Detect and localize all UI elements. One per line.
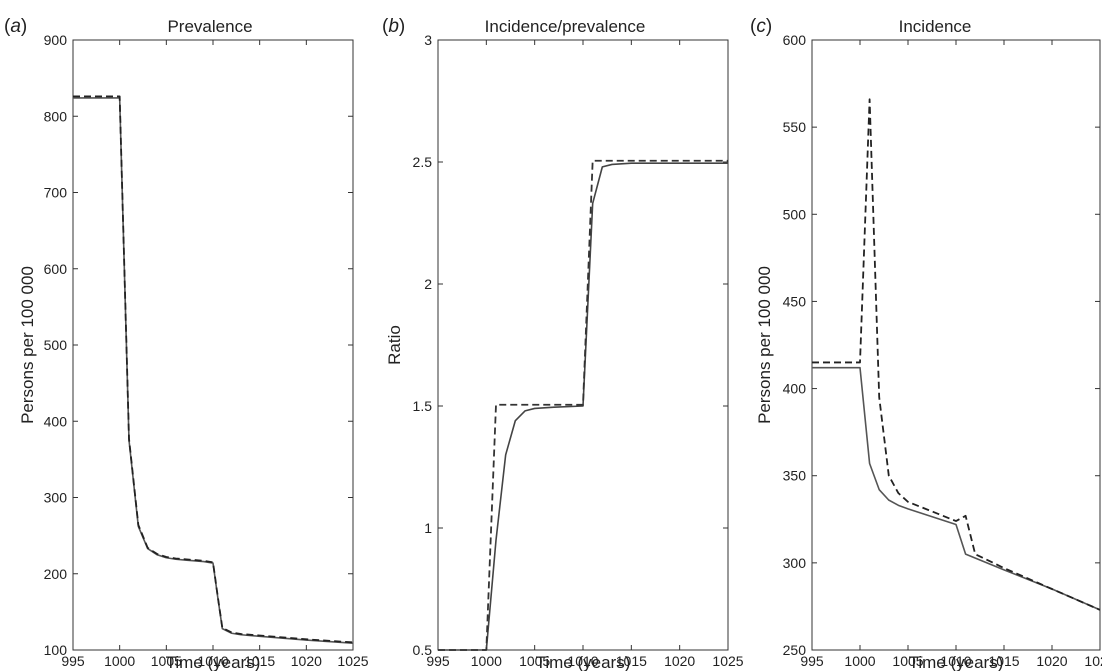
panel-a-x-tick-label: 995 — [61, 653, 85, 669]
panel-c-y-tick-label: 500 — [783, 206, 807, 222]
panel-a-y-tick-label: 700 — [44, 185, 68, 201]
panel-b-plot-frame — [437, 39, 729, 651]
panel-b-y-tick-label: 1 — [424, 520, 432, 536]
panel-a-y-tick-label: 200 — [44, 566, 68, 582]
panel-b-x-tick-label: 1015 — [616, 653, 647, 669]
panel-a-series-line-solid — [73, 97, 354, 644]
panel-b-y-tick-label: 3 — [424, 32, 432, 48]
panel-b-y-axis-label: Ratio — [385, 325, 404, 365]
panel-b-x-tick-label: 1000 — [471, 653, 502, 669]
panel-a-series — [73, 95, 354, 644]
panel-b-y-tick-label: 0.5 — [413, 642, 433, 658]
panel-c-y-tick-label: 550 — [783, 119, 807, 135]
panel-a-y-tick-label: 300 — [44, 490, 68, 506]
panel-c-series-line-dashed — [812, 98, 1101, 611]
panel-c-y-tick-label: 350 — [783, 468, 807, 484]
panel-c-x-tick-label: 1025 — [1084, 653, 1102, 669]
panel-a-y-tick-label: 100 — [44, 642, 68, 658]
panel-a-y-tick-label: 500 — [44, 337, 68, 353]
panel-b-y-tick-label: 2 — [424, 276, 432, 292]
panel-c-y-tick-label: 300 — [783, 555, 807, 571]
panel-a-x-tick-label: 1005 — [151, 653, 182, 669]
panel-b-x-tick-label: 1010 — [567, 653, 598, 669]
panel-c: (c) Incidence Persons per 100 000 Time (… — [750, 16, 1102, 671]
panel-c-x-tick-label: 1015 — [988, 653, 1019, 669]
panel-a-series-line-dashed — [73, 95, 354, 644]
panel-c-title: Incidence — [899, 17, 972, 36]
panel-c-y-tick-label: 600 — [783, 32, 807, 48]
panel-a-title: Prevalence — [167, 17, 252, 36]
panel-b: (b) Incidence/prevalence Ratio Time (yea… — [382, 16, 744, 671]
panel-c-y-tick-label: 250 — [783, 642, 807, 658]
panel-b-y-tick-label: 1.5 — [413, 398, 433, 414]
panel-b-series-line-solid — [438, 162, 728, 651]
panel-a-x-tick-label: 1020 — [291, 653, 322, 669]
panel-a-y-tick-label: 600 — [44, 261, 68, 277]
panel-b-ticks: 995 1000 1005 1010 1015 1020 1025 0.5 1 1.5 2 2.5 3 — [413, 32, 744, 669]
panel-a-x-tick-label: 1025 — [337, 653, 368, 669]
panel-b-x-tick-label: 1025 — [712, 653, 743, 669]
panel-c-ticks: 995 1000 1005 1010 1015 1020 1025 250 300 350 400 4… — [783, 32, 1102, 669]
panel-a-x-tick-label: 1010 — [197, 653, 228, 669]
panel-b-x-axis-label: Time (years) — [536, 653, 631, 671]
panel-c-x-tick-label: 1020 — [1036, 653, 1067, 669]
panel-c-y-axis-label: Persons per 100 000 — [755, 266, 774, 424]
panel-a-y-tick-label: 400 — [44, 413, 68, 429]
panel-c-letter: (c) — [750, 16, 772, 37]
panel-b-x-tick-label: 1020 — [664, 653, 695, 669]
panel-a-y-tick-label: 800 — [44, 108, 68, 124]
panel-c-y-tick-label: 450 — [783, 293, 807, 309]
panel-b-y-tick-label: 2.5 — [413, 154, 433, 170]
panel-b-x-tick-label: 995 — [426, 653, 450, 669]
panel-b-letter: (b) — [382, 16, 405, 37]
panel-a-y-tick-label: 900 — [44, 32, 68, 48]
panel-c-x-tick-label: 1000 — [844, 653, 875, 669]
panel-c-series-line-solid — [812, 366, 1101, 611]
panel-a-x-tick-label: 1015 — [244, 653, 275, 669]
panel-b-series-line-dashed — [438, 159, 728, 651]
panel-c-x-tick-label: 1010 — [940, 653, 971, 669]
panel-b-x-tick-label: 1005 — [519, 653, 550, 669]
panel-a-x-axis-label: Time (years) — [166, 653, 261, 671]
panel-c-x-tick-label: 1005 — [892, 653, 923, 669]
panel-a: (a) Prevalence Persons per 100 000 Time … — [4, 16, 369, 671]
panel-a-ticks: 995 1000 1005 1010 1015 1020 1025 100 200 300 400 5… — [44, 32, 369, 669]
panel-c-series — [812, 98, 1101, 611]
panel-c-x-tick-label: 995 — [800, 653, 824, 669]
panel-a-letter: (a) — [4, 16, 27, 37]
panel-b-series — [438, 159, 728, 651]
panel-a-plot-frame — [72, 39, 354, 651]
panel-c-x-axis-label: Time (years) — [909, 653, 1004, 671]
panel-c-y-tick-label: 400 — [783, 381, 807, 397]
panel-a-y-axis-label: Persons per 100 000 — [18, 266, 37, 424]
panel-a-x-tick-label: 1000 — [104, 653, 135, 669]
panel-b-title: Incidence/prevalence — [485, 17, 646, 36]
panel-c-plot-frame — [811, 39, 1101, 651]
